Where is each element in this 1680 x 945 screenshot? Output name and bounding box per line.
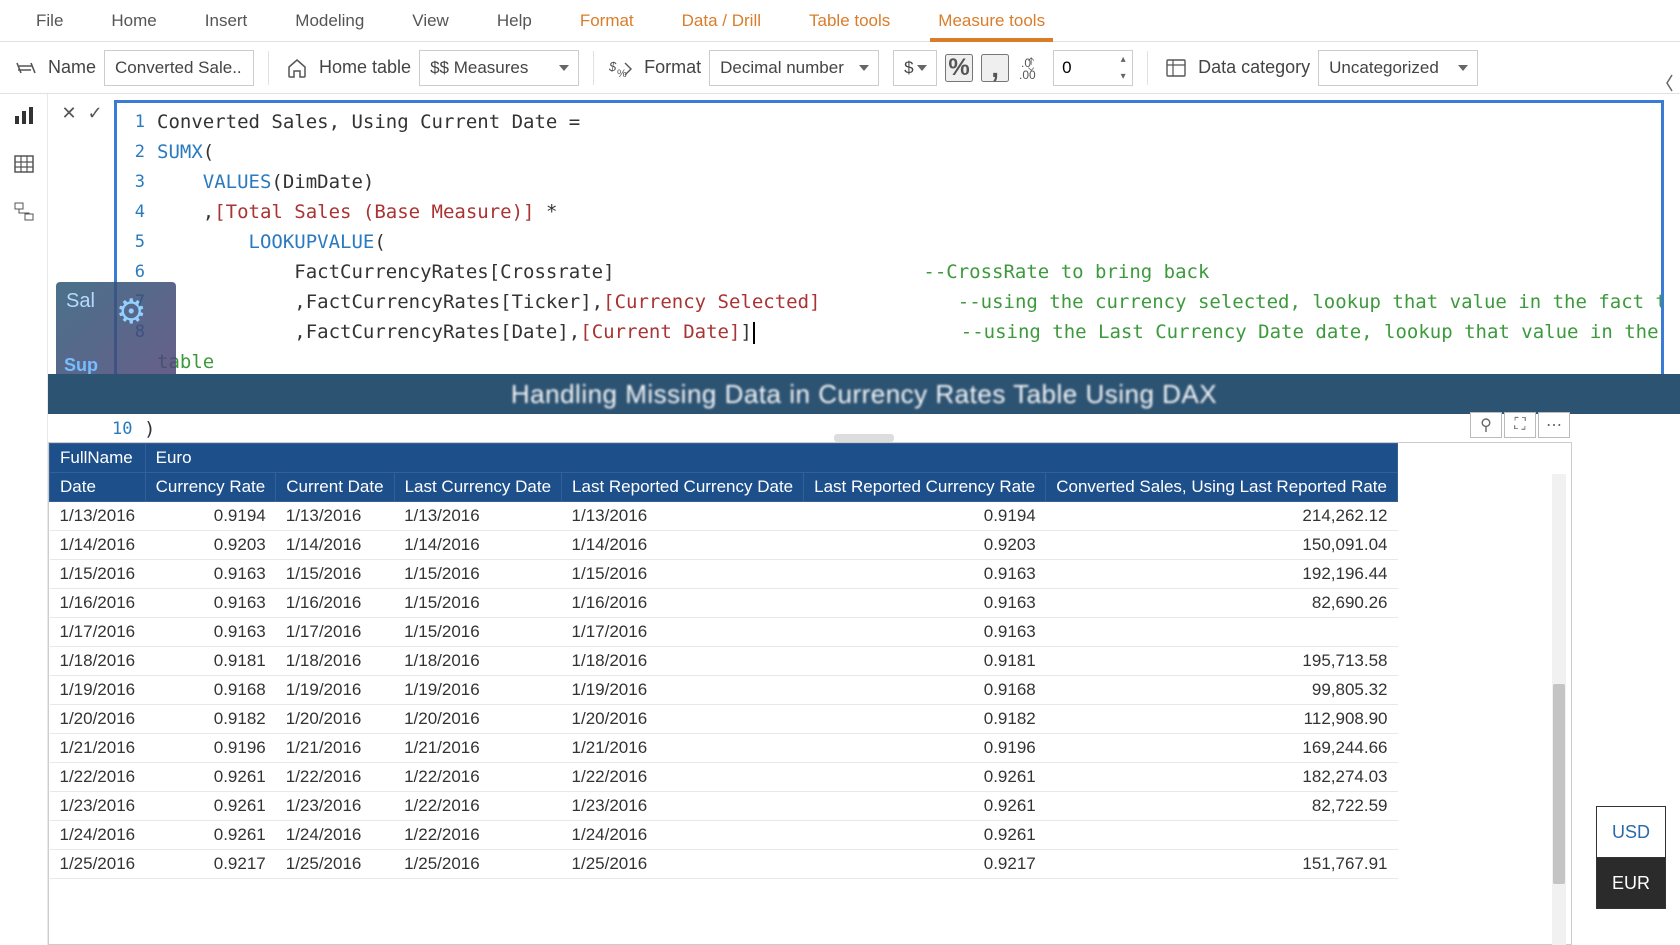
svg-text:.00: .00 (1019, 68, 1036, 81)
format-icon: $% (608, 54, 636, 82)
home-table-select[interactable]: $$ Measures (419, 50, 579, 86)
visual-more-icon[interactable]: ⋯ (1538, 412, 1570, 438)
table-row[interactable]: 1/23/20160.92611/23/20161/22/20161/23/20… (50, 792, 1398, 821)
ribbon-tabs: FileHomeInsertModelingViewHelpFormatData… (0, 0, 1680, 42)
resize-handle[interactable] (834, 434, 894, 442)
format-select[interactable]: Decimal number (709, 50, 879, 86)
formula-bar: ✕ ✓ 1Converted Sales, Using Current Date… (48, 94, 1680, 384)
decimals-down[interactable]: ▾ (1114, 68, 1132, 85)
table-row[interactable]: 1/17/20160.91631/17/20161/15/20161/17/20… (50, 618, 1398, 647)
data-view-icon[interactable] (12, 152, 36, 176)
table-row[interactable]: 1/18/20160.91811/18/20161/18/20161/18/20… (50, 647, 1398, 676)
table-row[interactable]: 1/16/20160.91631/16/20161/15/20161/16/20… (50, 589, 1398, 618)
tab-view[interactable]: View (388, 1, 473, 41)
decimals-up[interactable]: ▴ (1114, 51, 1132, 68)
svg-text:%: % (617, 68, 627, 79)
currency-button[interactable]: $ (893, 50, 937, 86)
tab-file[interactable]: File (12, 1, 87, 41)
formula-cancel-button[interactable]: ✕ (56, 100, 82, 126)
tab-format[interactable]: Format (556, 1, 658, 41)
table-row[interactable]: 1/21/20160.91961/21/20161/21/20161/21/20… (50, 734, 1398, 763)
tab-data-drill[interactable]: Data / Drill (658, 1, 785, 41)
table-column-header[interactable]: Date (50, 473, 146, 502)
slicer-option-usd[interactable]: USD (1596, 806, 1666, 858)
gear-icon: ⚙ (116, 292, 146, 332)
page-title-band: Handling Missing Data in Currency Rates … (48, 374, 1680, 414)
table-column-header[interactable]: Last Currency Date (394, 473, 561, 502)
table-row[interactable]: 1/24/20160.92611/24/20161/22/20161/24/20… (50, 821, 1398, 850)
data-category-label: Data category (1198, 57, 1310, 78)
svg-text:$: $ (609, 59, 617, 74)
visual-focus-icon[interactable]: ⛶ (1504, 412, 1536, 438)
formula-commit-button[interactable]: ✓ (82, 100, 108, 126)
slicer-option-eur[interactable]: EUR (1596, 857, 1666, 909)
table-row[interactable]: 1/19/20160.91681/19/20161/19/20161/19/20… (50, 676, 1398, 705)
table-top-header[interactable]: FullName (50, 444, 146, 473)
data-category-select[interactable]: Uncategorized (1318, 50, 1478, 86)
visual-filter-icon[interactable]: ⚲ (1470, 412, 1502, 438)
name-label: Name (48, 57, 96, 78)
data-category-icon (1162, 54, 1190, 82)
decimals-spinner[interactable]: ▴▾ (1053, 50, 1133, 86)
tab-table-tools[interactable]: Table tools (785, 1, 914, 41)
measure-toolbar: Name Home table $$ Measures $% Format De… (0, 42, 1680, 94)
decimals-input[interactable] (1054, 51, 1114, 85)
percent-button[interactable]: % (945, 54, 973, 82)
format-label: Format (644, 57, 701, 78)
tab-home[interactable]: Home (87, 1, 180, 41)
home-table-label: Home table (319, 57, 411, 78)
tab-measure-tools[interactable]: Measure tools (914, 1, 1069, 41)
thousands-comma-button[interactable]: , (981, 54, 1009, 82)
formula-editor[interactable]: 1Converted Sales, Using Current Date = 2… (114, 100, 1664, 384)
table-column-header[interactable]: Last Reported Currency Date (562, 473, 804, 502)
table-column-header[interactable]: Currency Rate (145, 473, 276, 502)
background-visual: Sal ⚙ Sup (56, 282, 176, 382)
table-row[interactable]: 1/20/20160.91821/20/20161/20/20161/20/20… (50, 705, 1398, 734)
currency-slicer: USDEUR (1596, 807, 1666, 909)
table-column-header[interactable]: Current Date (276, 473, 394, 502)
table-column-header[interactable]: Converted Sales, Using Last Reported Rat… (1046, 473, 1398, 502)
table-row[interactable]: 1/13/20160.91941/13/20161/13/20161/13/20… (50, 502, 1398, 531)
measure-name-input[interactable] (104, 50, 254, 86)
decimals-icon: .0.00 (1017, 54, 1045, 82)
table-row[interactable]: 1/14/20160.92031/14/20161/14/20161/14/20… (50, 531, 1398, 560)
visual-header-tools: ⚲ ⛶ ⋯ (1470, 412, 1570, 438)
tab-modeling[interactable]: Modeling (271, 1, 388, 41)
view-rail (0, 94, 48, 945)
table-scrollbar[interactable] (1552, 474, 1566, 945)
table-column-header[interactable]: Last Reported Currency Rate (804, 473, 1046, 502)
data-table-visual[interactable]: FullNameEuro DateCurrency RateCurrent Da… (48, 442, 1572, 945)
model-view-icon[interactable] (12, 200, 36, 224)
table-row[interactable]: 1/22/20160.92611/22/20161/22/20161/22/20… (50, 763, 1398, 792)
report-view-icon[interactable] (12, 104, 36, 128)
report-canvas: Sal ⚙ Sup ✕ ✓ 1Converted Sales, Using Cu… (48, 94, 1680, 945)
home-table-icon (283, 54, 311, 82)
tab-help[interactable]: Help (473, 1, 556, 41)
table-top-header[interactable]: Euro (145, 444, 1397, 473)
tab-insert[interactable]: Insert (181, 1, 272, 41)
name-icon (12, 54, 40, 82)
table-row[interactable]: 1/15/20160.91631/15/20161/15/20161/15/20… (50, 560, 1398, 589)
table-row[interactable]: 1/25/20160.92171/25/20161/25/20161/25/20… (50, 850, 1398, 879)
